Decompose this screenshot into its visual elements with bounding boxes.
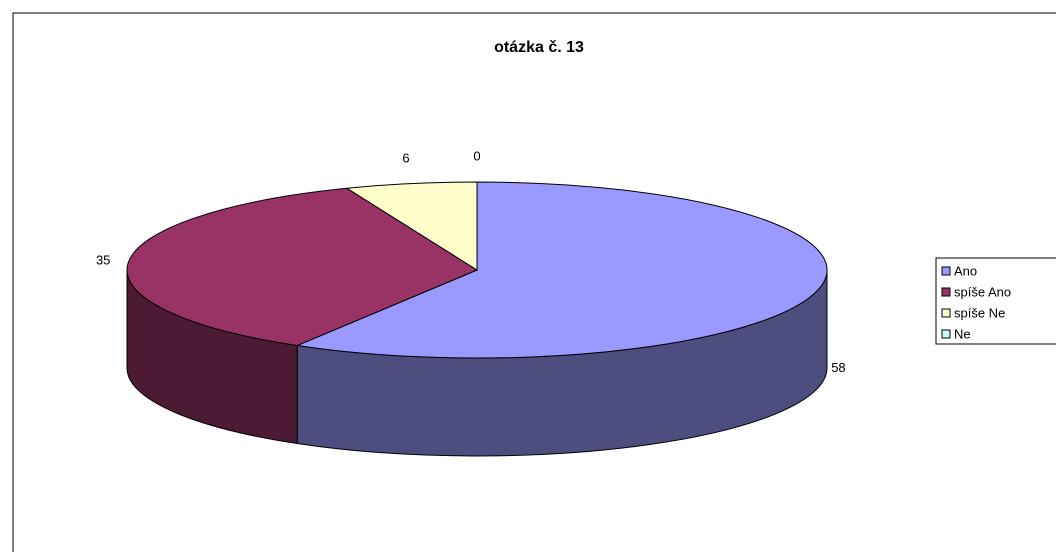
- legend-label: Ano: [954, 263, 977, 278]
- legend-swatch: [941, 266, 951, 276]
- pie-slice: [345, 181, 478, 271]
- legend-swatch: [941, 329, 951, 339]
- legend-swatch: [941, 308, 951, 318]
- pie-slice: [126, 187, 479, 347]
- legend-label: spíše Ne: [954, 305, 1005, 320]
- data-label: 58: [831, 360, 845, 375]
- legend-swatch: [941, 287, 951, 297]
- legend-box: [935, 257, 1056, 345]
- data-label: 0: [473, 148, 480, 163]
- data-label: 35: [96, 252, 110, 267]
- chart-title: otázka č. 13: [494, 39, 584, 56]
- data-label: 6: [402, 150, 409, 165]
- legend-label: spíše Ano: [954, 284, 1011, 299]
- pie-slice: [295, 181, 828, 359]
- legend-label: Ne: [954, 326, 971, 341]
- chart-border: [12, 12, 1056, 552]
